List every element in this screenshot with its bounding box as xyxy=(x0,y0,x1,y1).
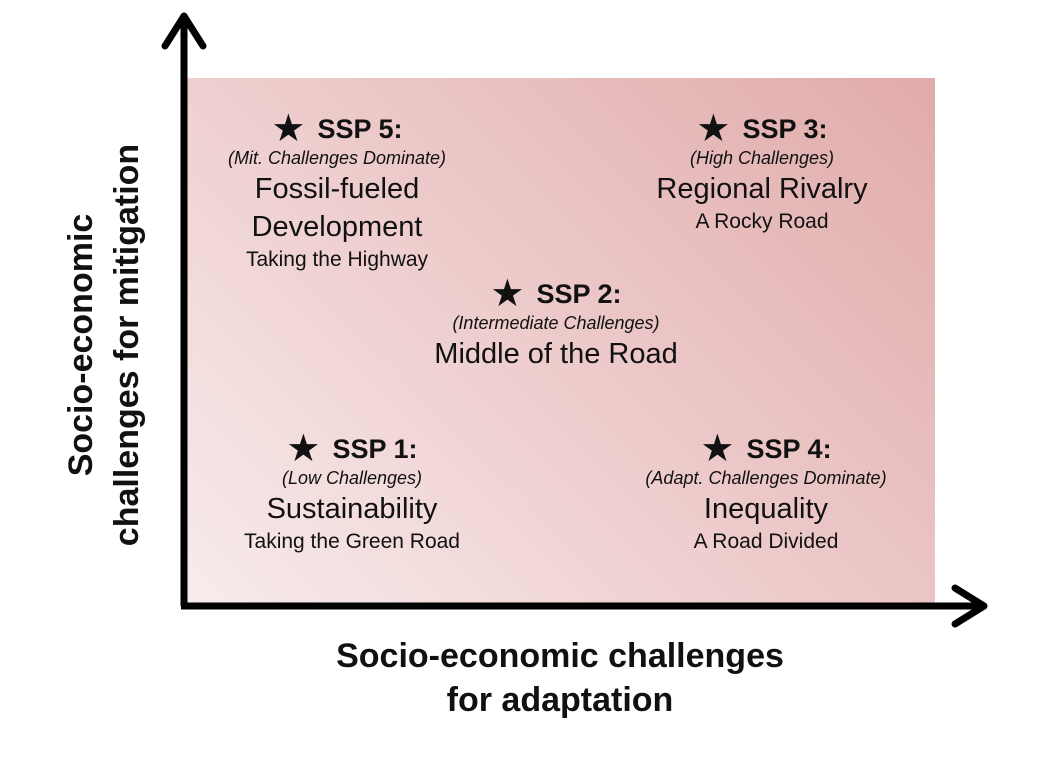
ssp3-tagline: A Rocky Road xyxy=(695,210,829,233)
ssp1-name: Sustainability xyxy=(266,493,438,525)
ssp5-block: ★ SSP 5: (Mit. Challenges Dominate) Fossi… xyxy=(227,108,447,274)
ssp4-tagline: A Road Divided xyxy=(693,530,839,553)
ssp2-heading: ★ SSP 2: xyxy=(490,273,622,315)
star-icon: ★ xyxy=(286,428,321,470)
ssp5-name-line1: Fossil-fueled xyxy=(254,173,420,205)
star-icon: ★ xyxy=(700,428,735,470)
scenario-quadrant-background xyxy=(185,78,935,606)
ssp3-block: ★ SSP 3: (High Challenges) Regional Rival… xyxy=(656,108,868,236)
ssp4-block: ★ SSP 4: (Adapt. Challenges Dominate) Ine… xyxy=(645,428,887,556)
ssp5-name-line2: Development xyxy=(251,211,423,243)
x-axis-label-line1: Socio-economic challenges xyxy=(336,637,784,675)
ssp2-subtitle: (Intermediate Challenges) xyxy=(452,313,660,333)
ssp1-block: ★ SSP 1: (Low Challenges) Sustainability … xyxy=(244,428,460,556)
star-icon: ★ xyxy=(490,273,525,315)
y-axis-label: Socio-economic challenges for mitigation xyxy=(58,144,150,546)
ssp5-heading: ★ SSP 5: xyxy=(271,108,403,150)
x-axis-label: Socio-economic challenges for adaptation xyxy=(336,634,784,722)
ssp1-heading: ★ SSP 1: xyxy=(286,428,418,470)
ssp4-heading: ★ SSP 4: xyxy=(700,428,832,470)
ssp2-block: ★ SSP 2: (Intermediate Challenges) Middle… xyxy=(434,273,678,373)
ssp1-subtitle: (Low Challenges) xyxy=(281,468,423,488)
ssp2-name: Middle of the Road xyxy=(434,338,678,370)
y-axis-arrow-head xyxy=(161,12,207,50)
ssp3-name: Regional Rivalry xyxy=(656,173,868,205)
ssp3-heading: ★ SSP 3: xyxy=(696,108,828,150)
ssp1-tagline: Taking the Green Road xyxy=(244,530,460,553)
ssp4-subtitle: (Adapt. Challenges Dominate) xyxy=(645,468,887,488)
ssp5-subtitle: (Mit. Challenges Dominate) xyxy=(227,148,447,168)
ssp3-subtitle: (High Challenges) xyxy=(689,148,835,168)
star-icon: ★ xyxy=(271,108,306,150)
ssp5-tagline: Taking the Highway xyxy=(245,248,429,271)
x-axis-label-line2: for adaptation xyxy=(446,681,674,719)
ssp4-name: Inequality xyxy=(703,493,829,525)
y-axis-label-line1: Socio-economic xyxy=(62,213,100,477)
star-icon: ★ xyxy=(696,108,731,150)
x-axis-arrow-head xyxy=(951,584,988,628)
y-axis-label-line2: challenges for mitigation xyxy=(108,143,146,547)
